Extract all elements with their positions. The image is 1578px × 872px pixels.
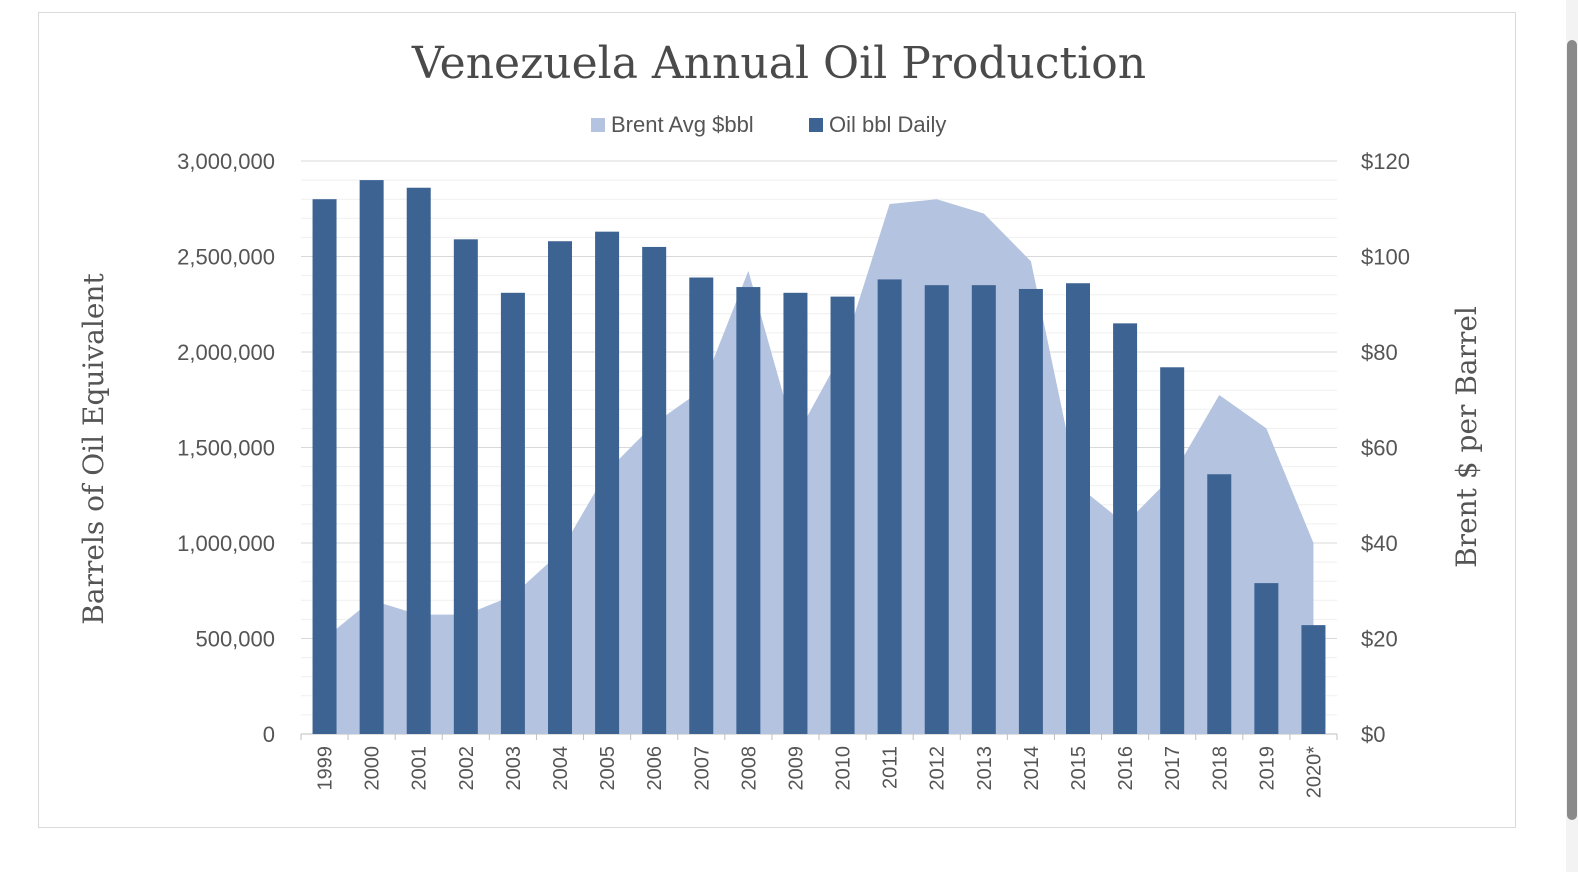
right-tick-label: $100 xyxy=(1361,245,1410,270)
x-tick-label: 2019 xyxy=(1256,746,1278,791)
scrollbar-track[interactable] xyxy=(1566,0,1578,872)
scrollbar-thumb[interactable] xyxy=(1567,40,1577,820)
left-axis-ticks: 0 500,000 1,000,000 1,500,000 2,000,000 2,500… xyxy=(177,149,275,747)
legend-label-oil: Oil bbl Daily xyxy=(829,112,946,137)
oil-bar-1999 xyxy=(312,199,337,734)
x-tick-label: 2009 xyxy=(785,746,807,791)
oil-bar-2018 xyxy=(1207,474,1232,734)
left-tick-label: 500,000 xyxy=(195,627,275,652)
left-tick-label: 0 xyxy=(263,722,275,747)
legend: Brent Avg $bbl Oil bbl Daily xyxy=(591,112,946,137)
oil-bar-2008 xyxy=(736,287,761,734)
right-tick-label: $0 xyxy=(1361,722,1385,747)
x-tick-label: 2000 xyxy=(362,746,384,791)
oil-bar-2006 xyxy=(642,246,667,734)
chart-svg: Venezuela Annual Oil Production Brent Av… xyxy=(77,38,1483,798)
oil-bar-2019 xyxy=(1254,583,1279,734)
chart-frame: Venezuela Annual Oil Production Brent Av… xyxy=(38,12,1516,828)
right-tick-label: $20 xyxy=(1361,627,1398,652)
x-tick-label: 2008 xyxy=(738,746,760,791)
oil-bar-2016 xyxy=(1113,323,1138,734)
left-tick-label: 2,000,000 xyxy=(177,340,275,365)
right-tick-label: $40 xyxy=(1361,531,1398,556)
oil-bar-2010 xyxy=(830,296,855,734)
right-tick-label: $80 xyxy=(1361,340,1398,365)
x-tick-label: 2016 xyxy=(1115,746,1137,791)
x-tick-label: 2006 xyxy=(644,746,666,791)
x-tick-label: 2011 xyxy=(880,746,902,789)
oil-bar-2002 xyxy=(453,239,478,734)
x-tick-label: 2007 xyxy=(691,746,713,791)
x-tick-label: 1999 xyxy=(315,746,337,791)
x-tick-label: 2015 xyxy=(1068,746,1090,791)
right-axis-ticks: $0 $20 $40 $60 $80 $100 $120 xyxy=(1361,149,1410,747)
x-tick-label: 2017 xyxy=(1162,746,1184,791)
x-tick-label: 2020* xyxy=(1303,746,1325,798)
oil-bar-2011 xyxy=(877,279,902,734)
right-axis-label: Brent $ per Barrel xyxy=(1450,306,1483,568)
x-tick-label: 2018 xyxy=(1209,746,1231,791)
oil-bar-2017 xyxy=(1160,367,1185,734)
left-axis-label: Barrels of Oil Equivalent xyxy=(77,273,110,625)
x-tick-label: 2010 xyxy=(833,746,855,791)
x-tick-label: 2003 xyxy=(503,746,525,791)
oil-bar-2009 xyxy=(783,292,808,734)
left-tick-label: 1,500,000 xyxy=(177,436,275,461)
chart-title: Venezuela Annual Oil Production xyxy=(411,38,1146,89)
x-tick-label: 2005 xyxy=(597,746,619,791)
x-tick-label: 2014 xyxy=(1021,746,1043,791)
oil-bar-2020 xyxy=(1301,625,1326,734)
left-tick-label: 3,000,000 xyxy=(177,149,275,174)
x-tick-label: 2004 xyxy=(550,746,572,791)
left-tick-label: 2,500,000 xyxy=(177,245,275,270)
oil-bar-2001 xyxy=(406,187,431,735)
oil-bars-layer xyxy=(312,180,1326,735)
legend-swatch-brent xyxy=(591,118,605,132)
x-tick-label: 2012 xyxy=(927,746,949,791)
right-tick-label: $120 xyxy=(1361,149,1410,174)
x-axis-ticks: 1999 2000 2001 2002 2003 2004 2005 2006 2007 2008… xyxy=(300,734,1338,798)
oil-bar-2015 xyxy=(1066,283,1090,734)
legend-label-brent: Brent Avg $bbl xyxy=(611,112,754,137)
legend-swatch-oil xyxy=(809,118,823,132)
oil-bar-2012 xyxy=(924,285,949,734)
oil-bar-2007 xyxy=(689,277,714,734)
oil-bar-2003 xyxy=(500,292,525,734)
oil-bar-2014 xyxy=(1018,288,1043,734)
x-tick-label: 2002 xyxy=(456,746,478,791)
oil-bar-2000 xyxy=(359,180,384,735)
x-tick-label: 2001 xyxy=(409,746,431,791)
x-tick-label: 2013 xyxy=(974,746,996,791)
oil-bar-2013 xyxy=(971,285,996,734)
right-tick-label: $60 xyxy=(1361,436,1398,461)
oil-bar-2004 xyxy=(548,241,572,734)
oil-bar-2005 xyxy=(595,231,620,735)
left-tick-label: 1,000,000 xyxy=(177,531,275,556)
